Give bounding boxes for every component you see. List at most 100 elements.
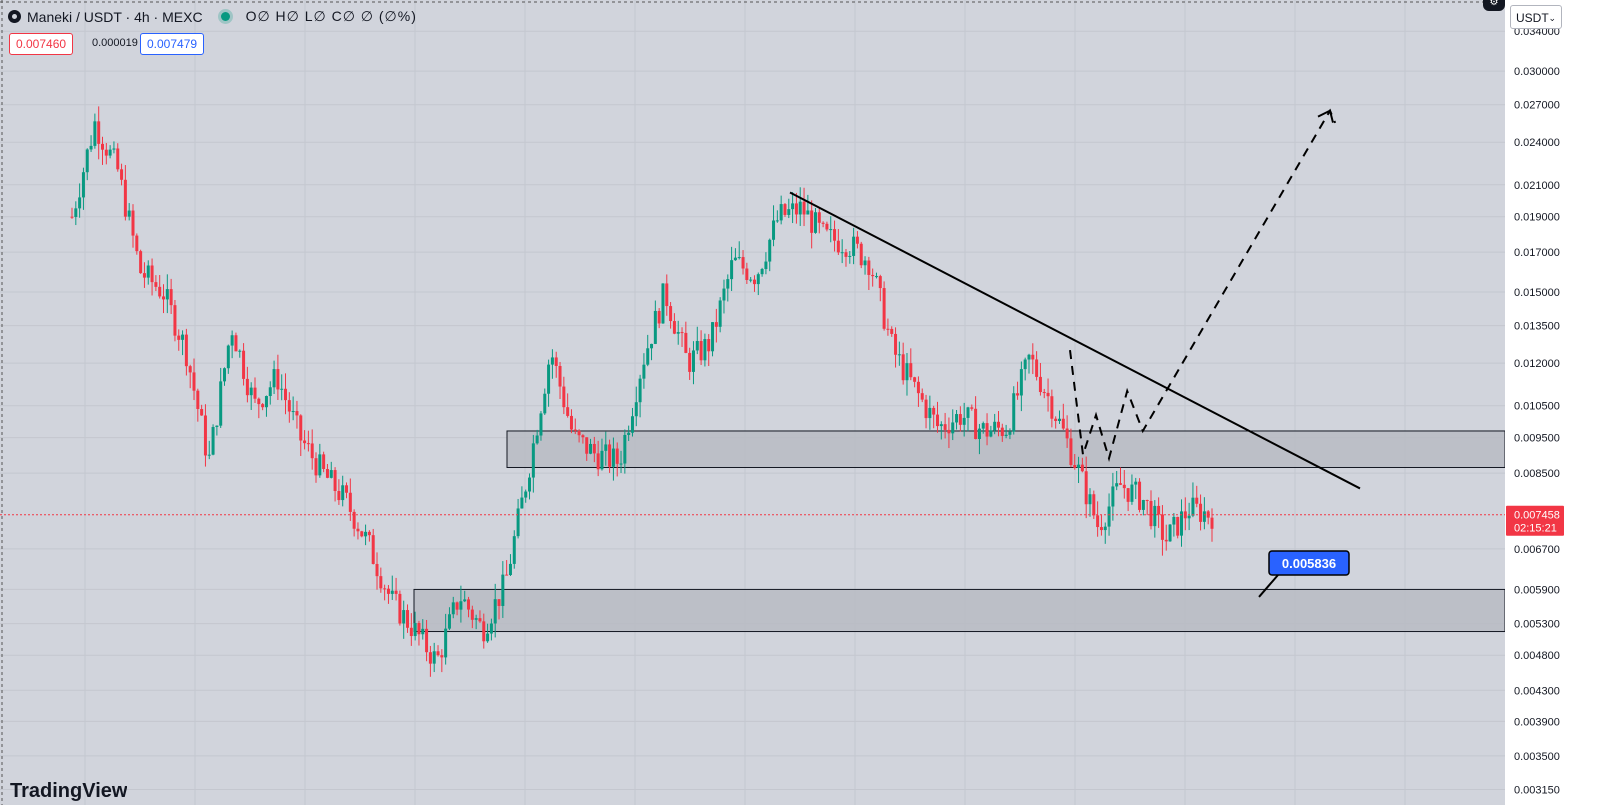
candle-body — [638, 378, 642, 403]
candle-body — [108, 149, 112, 156]
candle-body — [566, 407, 570, 416]
candle-body — [1069, 438, 1073, 466]
candle-body — [276, 369, 280, 390]
candle-body — [284, 388, 288, 401]
candle-body — [318, 454, 322, 476]
support-zone — [413, 588, 1506, 633]
candle-body — [1046, 392, 1050, 397]
candle-body — [1126, 488, 1130, 502]
candle-body — [890, 328, 894, 334]
candle-body — [1138, 481, 1142, 510]
price-tick-label: 0.009500 — [1514, 433, 1560, 445]
price-tick-label: 0.010500 — [1514, 401, 1560, 413]
symbol-title[interactable]: Maneki / USDT · 4h · MEXC — [27, 8, 203, 25]
symbol-logo-icon — [8, 10, 21, 23]
candle-body — [89, 145, 93, 150]
candle-body — [764, 261, 768, 270]
price-tick-label: 0.003900 — [1514, 716, 1560, 728]
candle-body — [573, 429, 577, 431]
candle-body — [844, 252, 848, 257]
candle-body — [962, 417, 966, 425]
candle-body — [1172, 516, 1176, 525]
candle-body — [791, 203, 795, 210]
support-zones — [413, 430, 1506, 633]
candle-body — [516, 508, 520, 537]
ohlc-values: O∅ H∅ L∅ C∅ ∅ (∅%) — [245, 8, 417, 24]
candle-body — [1027, 354, 1031, 360]
candle-body — [1061, 418, 1065, 429]
candle-body — [440, 655, 444, 658]
price-tick-label: 0.013500 — [1514, 321, 1560, 333]
candle-body — [1016, 393, 1020, 396]
annotation-pointer — [1258, 574, 1279, 598]
candle-body — [238, 350, 242, 352]
candle-body — [478, 618, 482, 622]
candle-body — [547, 364, 551, 394]
bar-countdown: 02:15:21 — [1514, 523, 1557, 535]
price-axis[interactable]: 0.034000 0.030000 0.027000 0.024000 0.021000… — [1505, 0, 1599, 805]
candle-body — [878, 276, 882, 289]
candle-body — [1031, 354, 1035, 360]
sell-button[interactable]: 0.007460 — [9, 33, 74, 55]
candle-body — [535, 435, 539, 444]
candle-body — [1065, 428, 1069, 439]
candle-body — [1050, 396, 1054, 419]
candle-body — [783, 204, 787, 215]
candle-body — [1187, 515, 1191, 519]
candle-body — [81, 172, 85, 198]
price-tick-label: 0.017000 — [1514, 247, 1560, 259]
candle-body — [1096, 515, 1100, 528]
candle-body — [676, 332, 680, 334]
symbol-header[interactable]: Maneki / USDT · 4h · MEXC O∅ H∅ L∅ C∅ ∅ … — [8, 8, 417, 25]
currency-label: USDT — [1516, 11, 1549, 25]
candle-body — [1145, 500, 1149, 502]
spread-value: 0.000019 — [92, 37, 138, 49]
price-tick-label: 0.006700 — [1514, 544, 1560, 556]
candle-body — [520, 497, 524, 509]
candle-body — [253, 387, 257, 399]
candle-body — [1141, 500, 1145, 510]
price-tick-label: 0.005900 — [1514, 584, 1560, 596]
candle-body — [798, 201, 802, 215]
candle-body — [207, 454, 211, 456]
candle-body — [1077, 464, 1081, 468]
candle-body — [989, 430, 993, 437]
candle-body — [188, 366, 192, 373]
candle-body — [447, 614, 451, 629]
candle-body — [684, 332, 688, 353]
candle-body — [634, 402, 638, 417]
candle-body — [756, 274, 760, 285]
candle-body — [360, 531, 364, 537]
candle-body — [70, 216, 74, 218]
candle-body — [691, 350, 695, 372]
candles — [70, 106, 1214, 677]
buy-button[interactable]: 0.007479 — [140, 33, 205, 55]
price-tick-label: 0.021000 — [1514, 180, 1560, 192]
candle-body — [874, 276, 878, 278]
candle-body — [192, 372, 196, 391]
currency-select[interactable]: USDT ⌄ — [1510, 5, 1562, 29]
candle-body — [314, 458, 318, 476]
projection-arrowhead — [1317, 109, 1334, 123]
candle-body — [947, 429, 951, 434]
candle-body — [497, 599, 501, 606]
candle-body — [257, 398, 261, 405]
price-tick-label: 0.019000 — [1514, 212, 1560, 224]
candle-body — [722, 288, 726, 301]
candle-body — [325, 469, 329, 478]
candle-body — [1092, 494, 1096, 516]
candle-body — [1195, 497, 1199, 504]
tradingview-logo[interactable]: TradingView — [10, 780, 127, 805]
candle-body — [711, 322, 715, 352]
candle-body — [97, 121, 101, 144]
gear-icon[interactable]: ⚙ — [1483, 0, 1505, 11]
candle-body — [1153, 505, 1157, 527]
candle-body — [562, 386, 566, 408]
candle-body — [101, 143, 105, 150]
price-tick-label: 0.034000 — [1514, 26, 1560, 38]
candle-body — [139, 251, 143, 274]
candle-body — [463, 599, 467, 602]
candle-body — [970, 407, 974, 409]
